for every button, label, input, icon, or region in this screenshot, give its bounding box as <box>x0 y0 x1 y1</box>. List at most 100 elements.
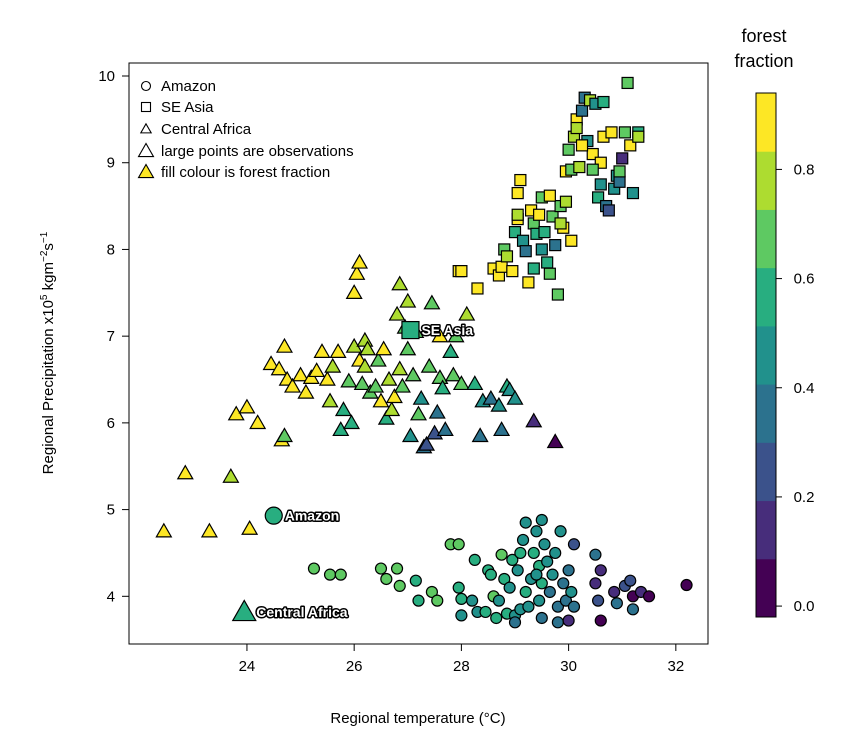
colorbar-segment <box>756 151 776 210</box>
legend-label: Central Africa <box>161 121 252 138</box>
legend-symbol <box>140 80 152 92</box>
data-point <box>222 467 240 483</box>
data-point <box>375 340 393 356</box>
data-point <box>377 409 395 425</box>
data-point <box>535 577 548 590</box>
data-point <box>626 603 640 616</box>
data-point <box>541 555 554 568</box>
data-point <box>624 139 637 152</box>
observation-point <box>231 599 257 622</box>
data-point <box>313 343 331 358</box>
data-point <box>514 546 527 560</box>
data-point <box>493 421 511 437</box>
data-point <box>284 377 302 393</box>
data-point <box>533 594 546 607</box>
data-point <box>525 412 543 428</box>
data-point <box>275 427 293 443</box>
x-axis: 24 26 28 30 32 <box>239 643 684 675</box>
colorbar: 0.0 0.2 0.4 0.6 0.8 <box>755 92 815 618</box>
x-tick-label: 24 <box>239 658 256 675</box>
observation-points: Amazon SE Asia Central Africa <box>231 321 475 622</box>
data-point <box>425 585 439 599</box>
data-point <box>613 175 626 188</box>
x-tick-label: 32 <box>667 658 684 675</box>
data-point <box>594 614 607 627</box>
data-point <box>527 546 540 560</box>
data-point <box>602 204 615 217</box>
data-point <box>495 260 508 273</box>
observation-label: Amazon <box>285 508 339 524</box>
colorbar-tick-label: 0.6 <box>794 271 815 288</box>
colorbar-tick-label: 0.0 <box>794 598 815 615</box>
data-point <box>399 340 417 356</box>
data-point <box>482 389 500 405</box>
data-point <box>541 256 554 269</box>
legend-label: Amazon <box>161 78 216 95</box>
observation-point <box>264 506 283 525</box>
observation-label: Central Africa <box>256 604 348 620</box>
y-tick-label: 7 <box>107 328 115 345</box>
data-point <box>308 362 326 378</box>
data-point <box>506 553 519 566</box>
colorbar-title-line1: forest <box>741 26 786 46</box>
colorbar-tick-label: 0.4 <box>794 380 815 397</box>
data-point <box>535 513 548 527</box>
data-point <box>420 357 438 373</box>
data-point <box>431 369 449 384</box>
data-point <box>383 401 401 417</box>
data-point <box>508 225 522 239</box>
data-point <box>501 381 519 397</box>
data-point <box>519 516 532 529</box>
data-points <box>155 76 693 629</box>
data-point <box>490 611 503 625</box>
data-point <box>423 294 441 310</box>
data-point <box>562 143 575 156</box>
data-point <box>589 577 602 590</box>
data-point <box>511 208 524 221</box>
data-point <box>479 605 492 619</box>
data-point <box>468 553 481 566</box>
data-point <box>594 564 607 577</box>
colorbar-tick-label: 0.2 <box>794 489 815 506</box>
data-point <box>385 388 403 404</box>
data-point <box>431 594 444 607</box>
data-point <box>297 383 315 399</box>
y-tick-label: 9 <box>107 155 115 172</box>
data-point <box>412 594 425 607</box>
colorbar-segment <box>756 384 776 443</box>
y-axis: 4 5 6 7 8 9 10 <box>98 68 129 605</box>
data-point <box>565 585 578 599</box>
data-point <box>589 548 602 561</box>
data-point <box>399 292 417 308</box>
data-point <box>374 562 388 575</box>
data-point <box>270 360 288 376</box>
data-point <box>533 208 546 221</box>
data-point <box>586 147 599 161</box>
data-point <box>452 538 465 551</box>
data-point <box>369 351 387 367</box>
data-point <box>538 538 551 551</box>
data-point <box>393 377 411 393</box>
data-point <box>543 585 556 599</box>
data-point <box>372 392 390 408</box>
data-point <box>554 217 567 230</box>
data-point <box>516 234 530 247</box>
data-point <box>200 522 218 538</box>
data-point <box>573 160 586 174</box>
data-point <box>176 464 194 480</box>
data-point <box>514 173 527 187</box>
colorbar-segment <box>756 558 776 618</box>
data-point <box>559 594 573 607</box>
data-point <box>391 275 409 291</box>
colorbar-title-line2: fraction <box>734 51 793 71</box>
data-point <box>500 250 514 263</box>
data-point <box>530 568 543 581</box>
data-point <box>466 375 484 391</box>
data-point <box>334 401 352 417</box>
data-point <box>409 405 428 421</box>
x-tick-label: 28 <box>453 658 470 675</box>
data-point <box>508 616 522 629</box>
data-point <box>495 548 508 561</box>
data-point <box>434 379 452 395</box>
